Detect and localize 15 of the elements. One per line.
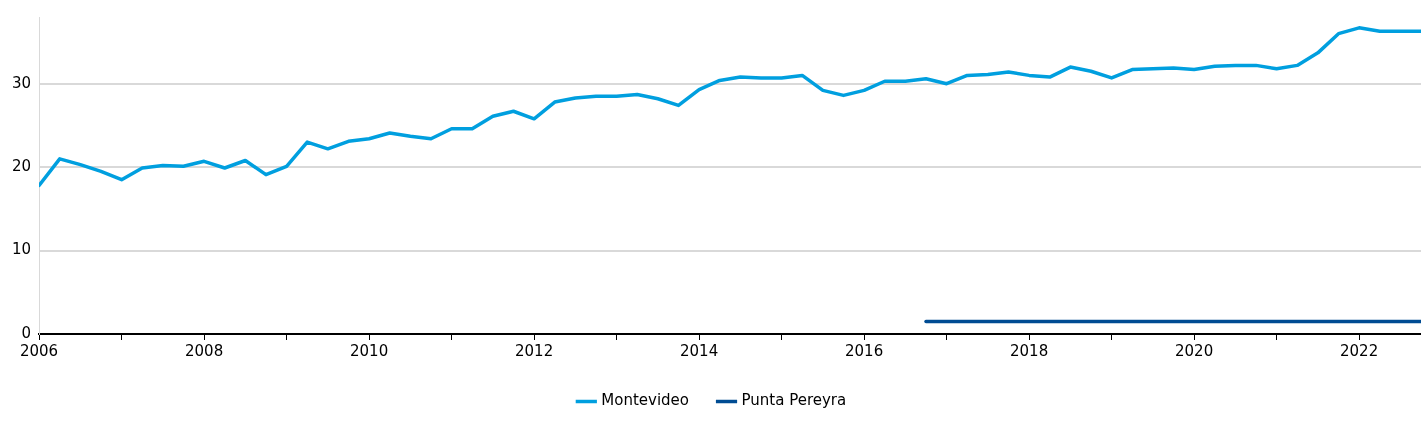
x-tick-label: 2006 (19, 341, 59, 360)
x-tick-label: 2014 (680, 341, 719, 360)
x-tick-label: 2020 (1175, 341, 1214, 360)
x-tick-label: 2008 (185, 341, 224, 360)
y-tick-label: 30 (11, 73, 32, 92)
x-tick-label: 2022 (1340, 341, 1379, 360)
x-tick-label: 2018 (1010, 341, 1049, 360)
legend-label: Montevideo (601, 391, 690, 410)
x-tick-label: 2016 (845, 341, 884, 360)
legend-label: Punta Pereyra (741, 391, 847, 410)
x-tick-label: 2012 (515, 341, 554, 360)
y-tick-label: 10 (11, 240, 32, 259)
y-tick-label: 20 (11, 157, 32, 176)
y-tick-label: 0 (21, 323, 32, 342)
x-tick-label: 2010 (350, 341, 389, 360)
